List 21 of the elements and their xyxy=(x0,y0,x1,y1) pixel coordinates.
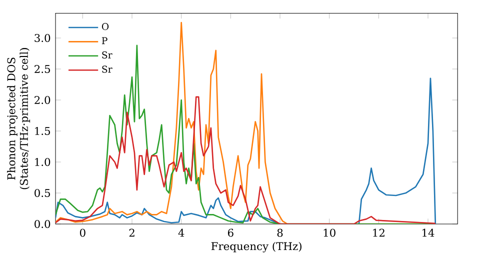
x-tick-label: 12 xyxy=(373,228,384,237)
x-tick-label: 4 xyxy=(178,228,184,237)
y-tick-label: 2.0 xyxy=(34,96,50,104)
legend-label: P xyxy=(102,37,108,44)
x-axis-title: Frequency (THz) xyxy=(211,242,302,252)
x-tick-label: 0 xyxy=(80,228,86,237)
y-tick-label: 0.5 xyxy=(34,188,50,198)
x-tick-label: 10 xyxy=(324,228,336,237)
legend-label: Sr xyxy=(102,51,112,58)
y-tick-label: 0.0 xyxy=(34,220,50,228)
y-tick-label: 3.0 xyxy=(34,34,50,42)
x-tick-label: 8 xyxy=(277,228,283,237)
x-tick-label: 2 xyxy=(129,228,134,237)
y-tick-label: 1.0 xyxy=(35,158,50,166)
legend-label: O xyxy=(102,23,109,30)
x-tick-label: 6 xyxy=(228,228,234,237)
y-tick-label: 1.5 xyxy=(35,126,50,136)
y-tick-label: 2.5 xyxy=(34,64,50,74)
y-axis-title: Phonon projected DOS (States/THz·primitive cell) xyxy=(7,48,30,190)
x-tick-label: 14 xyxy=(422,228,434,237)
legend-label: Sr xyxy=(102,66,112,73)
